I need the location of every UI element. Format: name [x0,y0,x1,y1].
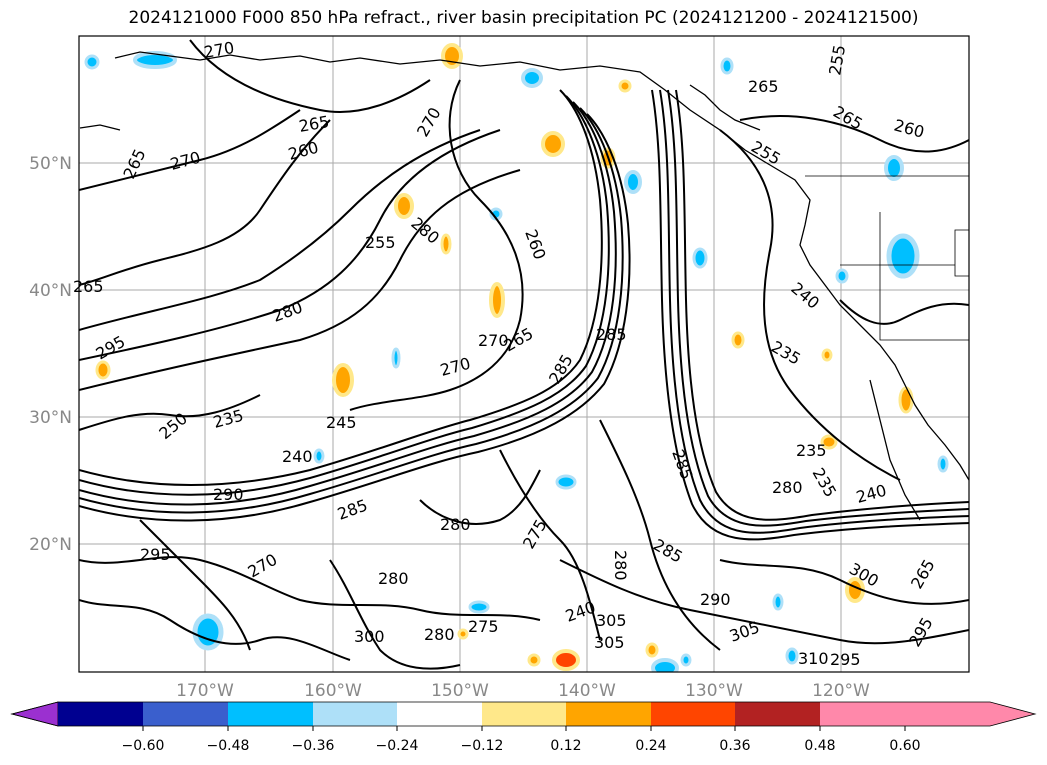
contour-label: 280 [424,625,455,644]
contour-label: 295 [140,545,171,564]
contour-label: 265 [73,277,104,296]
lon-label-170w: 170°W [176,681,234,701]
contour-label: 290 [700,590,731,609]
colorbar-tick-label: 0.36 [719,738,750,754]
contour-label: 275 [468,617,499,636]
contour-label: 280 [772,478,803,497]
precipitation-shading [84,43,949,672]
contour-label: 295 [830,650,861,669]
contour-label: 245 [326,413,357,432]
map-plot-area [79,36,969,672]
map-title: 2024121000 F000 850 hPa refract., river … [128,8,919,28]
lat-label-20n: 20°N [29,535,72,555]
contour-label: 305 [596,611,627,630]
colorbar-segment [735,702,820,726]
graticule [79,36,969,672]
contour-label: 240 [282,447,313,466]
colorbar-tick-label: 0.24 [635,738,666,754]
lon-label-140w: 140°W [558,681,616,701]
lat-label-40n: 40°N [29,281,72,301]
coastlines [79,51,969,521]
lon-label-150w: 150°W [431,681,489,701]
lon-label-160w: 160°W [304,681,362,701]
contour-label: 285 [596,325,627,344]
contour-label: 310 [798,649,829,668]
colorbar-segment [313,702,397,726]
contour-label: 280 [611,550,630,581]
contour-label: 270 [478,331,509,350]
political-borders [805,175,969,341]
lat-label-30n: 30°N [29,408,72,428]
colorbar-tick-label: −0.60 [122,738,165,754]
colorbar-tick-label: 0.48 [804,738,835,754]
latitude-labels: 50°N 40°N 30°N 20°N [29,154,72,555]
colorbar-tick-label: −0.24 [376,738,419,754]
contour-label: 235 [796,441,827,460]
colorbar-extend-max [905,702,1035,726]
colorbar-extend-min [10,701,59,727]
map-frame [78,35,970,673]
lon-label-120w: 120°W [812,681,870,701]
longitude-labels: 170°W 160°W 150°W 140°W 130°W 120°W [176,681,870,701]
colorbar-tick-label: 0.60 [889,738,920,754]
colorbar: −0.60 −0.48 −0.36 −0.24 −0.12 0.12 0.24 … [10,701,1037,754]
colorbar-segment [58,702,143,726]
colorbar-segment [397,702,482,726]
colorbar-segment [820,702,905,726]
colorbar-tick-label: −0.12 [461,738,504,754]
lat-label-50n: 50°N [29,154,72,174]
colorbar-segment [482,702,566,726]
contour-label: 280 [378,569,409,588]
colorbar-segment [566,702,651,726]
refractivity-contours [79,39,969,670]
colorbar-tick-label: −0.36 [292,738,335,754]
colorbar-segment [651,702,735,726]
colorbar-segment [143,702,228,726]
contour-label: 305 [594,633,625,652]
colorbar-segment [228,702,313,726]
contour-label: 300 [354,627,385,646]
colorbar-tick-label: 0.12 [550,738,581,754]
lon-label-130w: 130°W [685,681,743,701]
contour-label: 265 [748,77,779,96]
contour-label: 255 [365,233,396,252]
colorbar-tick-label: −0.48 [207,738,250,754]
contour-label: 280 [440,515,471,534]
contour-label: 290 [213,485,244,504]
